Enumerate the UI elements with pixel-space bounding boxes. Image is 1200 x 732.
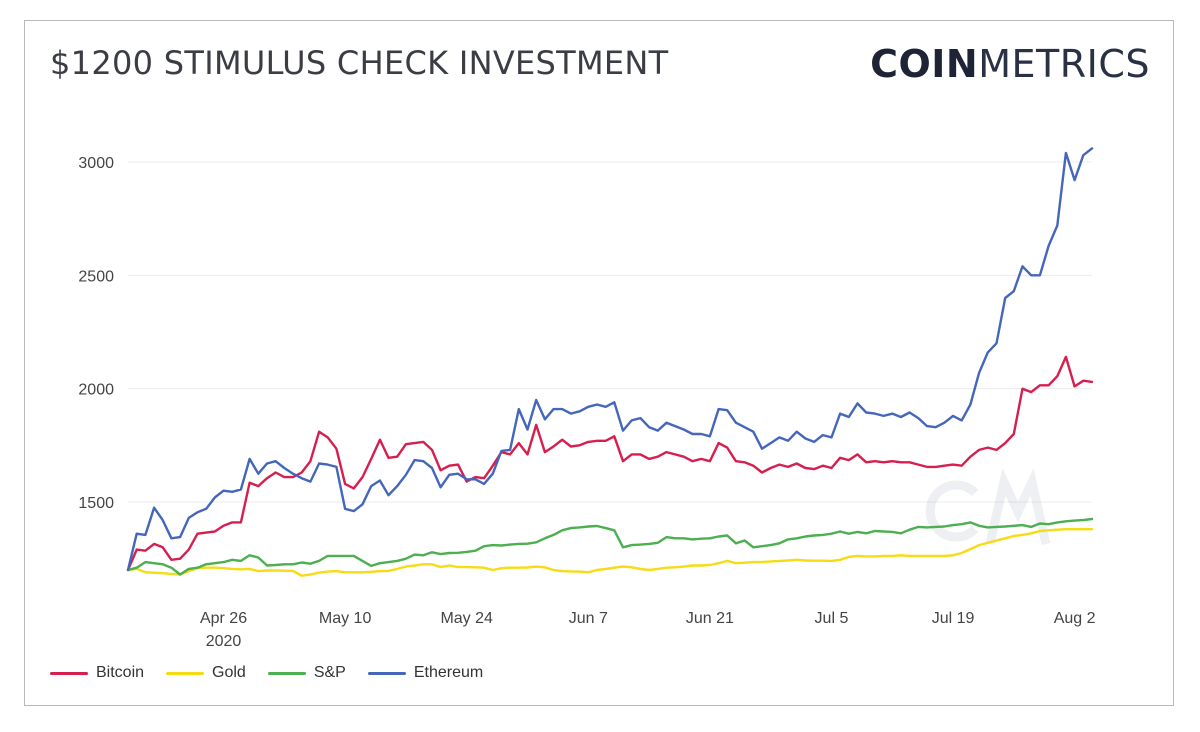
brand-logo: COINMETRICS <box>870 42 1150 86</box>
legend-label: Gold <box>212 664 246 681</box>
y-axis-ticks: 1500 2000 2500 3000 <box>78 155 114 512</box>
x-tick-label: Jun 21 <box>686 610 734 627</box>
page-title: $1200 STIMULUS CHECK INVESTMENT <box>50 44 669 82</box>
legend-item-ethereum[interactable]: Ethereum <box>367 664 484 682</box>
legend-swatch <box>166 671 205 675</box>
series-lines <box>126 147 1094 577</box>
legend-swatch <box>50 671 88 675</box>
x-tick-label: May 24 <box>440 610 493 627</box>
y-tick-label: 3000 <box>78 155 114 172</box>
grid-lines <box>128 161 1092 503</box>
y-tick-label: 1500 <box>78 495 114 512</box>
x-tick-label: Jul 5 <box>815 610 849 627</box>
series-line-bitcoin <box>126 355 1094 572</box>
x-tick-label: May 10 <box>319 610 372 627</box>
x-tick-label: Jun 7 <box>569 610 608 627</box>
series-line-gold <box>126 528 1094 577</box>
x-tick-label: Jul 19 <box>932 610 975 627</box>
legend-label: Bitcoin <box>96 664 145 681</box>
watermark <box>925 468 1051 545</box>
legend-swatch <box>267 671 306 675</box>
legend-swatch <box>367 671 406 675</box>
brand-logo-light: METRICS <box>978 42 1150 86</box>
legend-item-bitcoin[interactable]: Bitcoin <box>50 664 144 682</box>
legend: Bitcoin Gold S&P Ethereum <box>50 664 483 682</box>
legend-item-gold[interactable]: Gold <box>166 664 246 682</box>
x-tick-label: Apr 26 <box>200 610 247 627</box>
y-tick-label: 2000 <box>78 382 114 399</box>
x-tick-sublabel: 2020 <box>206 633 242 650</box>
legend-label: Ethereum <box>413 664 484 681</box>
series-line-ethereum <box>126 147 1094 572</box>
legend-item-s-p[interactable]: S&P <box>267 664 346 682</box>
series-line-s-p <box>126 517 1094 576</box>
legend-label: S&P <box>313 664 346 681</box>
x-axis-ticks: Apr 26 2020 May 10 May 24 Jun 7 Jun 21 Jul 5 Ju… <box>200 610 1096 650</box>
y-tick-label: 2500 <box>78 268 114 285</box>
brand-logo-bold: COIN <box>870 42 979 86</box>
x-tick-label: Aug 2 <box>1054 610 1096 627</box>
